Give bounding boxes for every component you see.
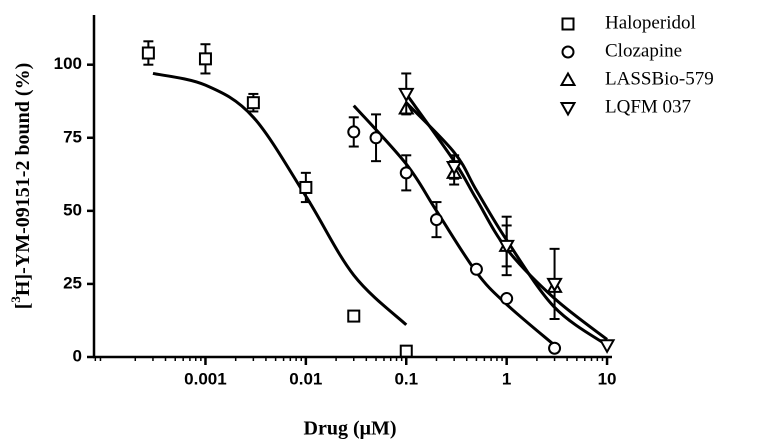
legend-label: LASSBio-579 <box>605 68 714 89</box>
x-tick-label: 1 <box>502 369 511 388</box>
marker <box>198 52 212 66</box>
legend-marker <box>559 102 577 117</box>
y-tick-label: 50 <box>63 200 82 219</box>
y-tick-label: 0 <box>73 346 82 365</box>
marker <box>246 96 260 110</box>
y-axis-title-sup: 3 <box>8 296 23 303</box>
fit-curve <box>405 93 608 341</box>
legend-marker <box>561 17 575 31</box>
legend-label: Haloperidol <box>605 12 696 33</box>
y-tick-label: 100 <box>54 54 82 73</box>
marker <box>369 131 383 145</box>
x-tick-label: 0.01 <box>289 369 322 388</box>
legend-marker <box>561 45 575 59</box>
marker <box>347 309 361 323</box>
marker <box>347 125 361 139</box>
marker <box>299 180 313 194</box>
marker <box>141 46 155 60</box>
x-tick-label: 0.001 <box>184 369 227 388</box>
y-tick-label: 25 <box>63 273 82 292</box>
fit-curve <box>352 104 556 347</box>
legend-label: LQFM 037 <box>605 96 691 117</box>
y-tick-label: 75 <box>63 127 82 146</box>
x-tick-label: 10 <box>598 369 617 388</box>
marker <box>399 166 413 180</box>
y-axis-title-part: [ <box>12 303 34 310</box>
marker <box>500 292 514 306</box>
marker <box>546 277 563 293</box>
marker <box>398 87 415 103</box>
marker <box>598 339 616 354</box>
fit-curve <box>405 101 608 347</box>
marker <box>548 341 562 355</box>
marker <box>445 161 463 176</box>
y-axis-title: [3H]-YM-09151-2 bound (%) <box>8 63 34 310</box>
legend-marker <box>559 71 577 86</box>
y-axis-title-part: H]-YM-09151-2 bound (%) <box>12 63 34 296</box>
marker <box>498 239 515 255</box>
marker <box>469 262 483 276</box>
marker <box>429 213 443 227</box>
x-axis-title: Drug (μM) <box>304 418 397 440</box>
x-tick-label: 0.1 <box>394 369 418 388</box>
marker <box>399 344 413 358</box>
legend-label: Clozapine <box>605 40 682 61</box>
fit-curve <box>152 71 408 326</box>
